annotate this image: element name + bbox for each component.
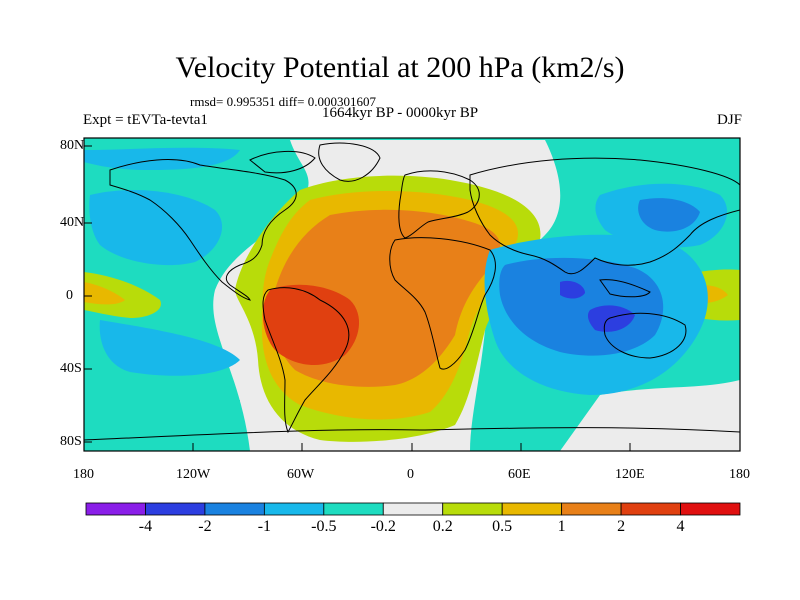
colorbar-swatch <box>501 502 563 516</box>
colorbar <box>85 502 741 516</box>
colorbar-label: 1 <box>557 518 566 535</box>
colorbar-swatch <box>323 502 384 516</box>
lat-label-0: 0 <box>66 288 73 303</box>
lon-label-180w: 180 <box>73 467 94 482</box>
colorbar-swatch <box>85 502 146 516</box>
colorbar-swatch <box>620 502 681 516</box>
period-label: 1664kyr BP - 0000kyr BP <box>321 105 479 121</box>
colorbar-swatch <box>204 502 265 516</box>
colorbar-label: -2 <box>198 518 212 535</box>
colorbar-label: -0.2 <box>370 518 396 535</box>
lon-label-120e: 120E <box>615 467 645 482</box>
lon-label-60w: 60W <box>287 467 315 482</box>
lon-label-120w: 120W <box>176 467 211 482</box>
contour-fields <box>84 138 740 451</box>
lon-label-0: 0 <box>407 467 414 482</box>
colorbar-label: -4 <box>138 518 153 535</box>
colorbar-swatch <box>382 502 444 516</box>
lat-label-80n: 80N <box>60 138 85 153</box>
axis-ticks <box>84 145 631 451</box>
colorbar-swatch <box>263 502 325 516</box>
colorbar-label: 0.2 <box>432 518 453 535</box>
colorbar-label: -0.5 <box>311 518 337 535</box>
colorbar-swatch <box>442 502 503 516</box>
colorbar-swatch <box>145 502 206 516</box>
lon-label-60e: 60E <box>508 467 531 482</box>
colorbar-label: -1 <box>257 518 272 535</box>
rmsd-stats: rmsd= 0.995351 diff= 0.000301607 <box>190 94 376 109</box>
colorbar-swatch <box>680 502 741 516</box>
colorbar-swatch <box>561 502 622 516</box>
plot-title: Velocity Potential at 200 hPa (km2/s) <box>175 51 625 84</box>
colorbar-label: 4 <box>676 518 685 535</box>
colorbar-label: 0.5 <box>492 518 513 535</box>
lon-label-180e: 180 <box>729 467 750 482</box>
lat-label-40n: 40N <box>60 215 85 230</box>
lat-label-80s: 80S <box>60 434 82 449</box>
colorbar-label: 2 <box>617 518 626 535</box>
season-label: DJF <box>716 112 742 128</box>
lat-label-40s: 40S <box>60 361 82 376</box>
coastlines <box>84 142 740 441</box>
experiment-label: Expt = tEVTa-tevta1 <box>83 112 208 128</box>
